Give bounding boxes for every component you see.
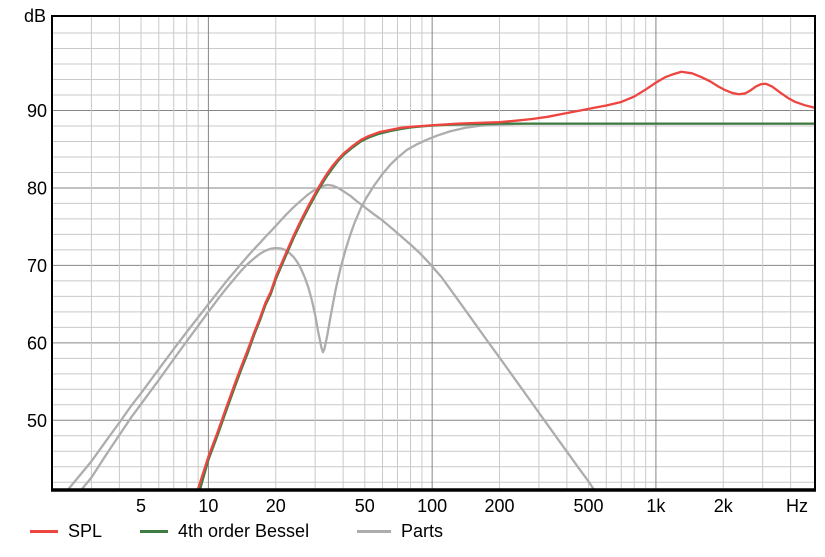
svg-text:2k: 2k (714, 496, 734, 516)
svg-text:200: 200 (484, 496, 514, 516)
legend-label-parts: Parts (401, 521, 444, 541)
legend-item-parts: Parts (357, 520, 443, 542)
svg-text:1k: 1k (646, 496, 666, 516)
legend-item-bessel: 4th order Bessel (140, 520, 309, 542)
svg-text:50: 50 (355, 496, 375, 516)
parts-line-sample (357, 529, 391, 533)
svg-text:20: 20 (266, 496, 286, 516)
bessel-line-sample (140, 529, 168, 533)
svg-text:50: 50 (27, 411, 47, 431)
svg-text:10: 10 (198, 496, 218, 516)
legend-item-spl: SPL (30, 520, 102, 542)
legend: SPL 4th order Bessel Parts (0, 520, 825, 546)
svg-text:60: 60 (27, 333, 47, 353)
spl-line-sample (30, 529, 58, 533)
x-axis-unit-label: Hz (786, 496, 808, 516)
svg-text:100: 100 (417, 496, 447, 516)
svg-text:80: 80 (27, 178, 47, 198)
y-axis-unit-label: dB (24, 6, 47, 26)
svg-text:90: 90 (27, 101, 47, 121)
legend-label-bessel: 4th order Bessel (178, 521, 310, 541)
svg-text:70: 70 (27, 256, 47, 276)
svg-text:5: 5 (136, 496, 146, 516)
svg-text:500: 500 (574, 496, 604, 516)
legend-label-spl: SPL (68, 521, 103, 541)
